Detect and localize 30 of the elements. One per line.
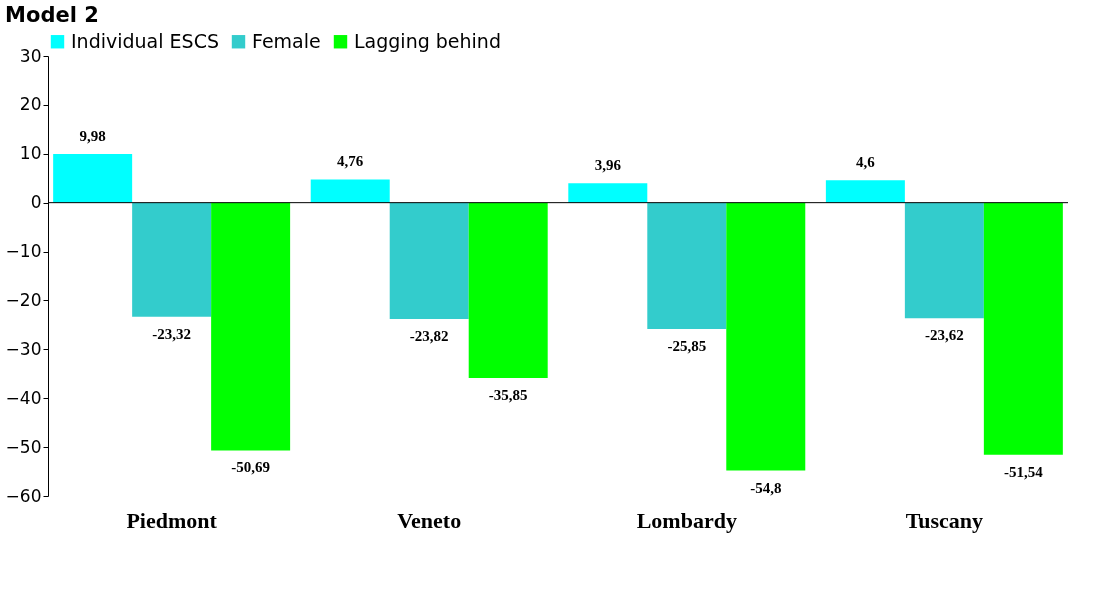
- data-label: -50,69: [231, 459, 270, 476]
- legend-label: Female: [252, 29, 321, 52]
- legend-label: Individual ESCS: [71, 29, 219, 52]
- data-label: -23,62: [924, 327, 964, 344]
- data-label: -23,82: [409, 328, 449, 345]
- y-tick-label: −40: [5, 387, 42, 408]
- data-label: 4,76: [337, 153, 364, 170]
- data-label: -54,8: [750, 479, 782, 496]
- data-label: -23,32: [152, 325, 192, 342]
- data-label: -25,85: [667, 338, 707, 355]
- legend-label: Lagging behind: [354, 29, 501, 52]
- y-tick-label: −60: [5, 485, 42, 506]
- y-tick-label: 20: [19, 94, 42, 115]
- y-tick-label: 30: [19, 45, 42, 66]
- data-label: 9,98: [79, 127, 106, 144]
- y-tick-label: −20: [5, 289, 42, 310]
- y-tick-label: 0: [30, 192, 42, 213]
- data-label: 4,6: [856, 154, 876, 171]
- y-tick-label: −30: [5, 338, 42, 359]
- x-tick-label: Lombardy: [636, 507, 737, 533]
- chart-title: Model 2: [5, 3, 99, 27]
- data-label: -51,54: [1003, 463, 1044, 480]
- x-tick-label: Tuscany: [905, 507, 984, 533]
- data-label: 3,96: [594, 157, 622, 174]
- x-tick-label: Piedmont: [126, 507, 218, 533]
- y-tick-label: 10: [19, 143, 42, 164]
- y-tick-label: −10: [5, 241, 42, 262]
- x-tick-label: Veneto: [397, 507, 462, 533]
- y-tick-label: −50: [5, 436, 42, 457]
- data-label: -35,85: [488, 386, 528, 403]
